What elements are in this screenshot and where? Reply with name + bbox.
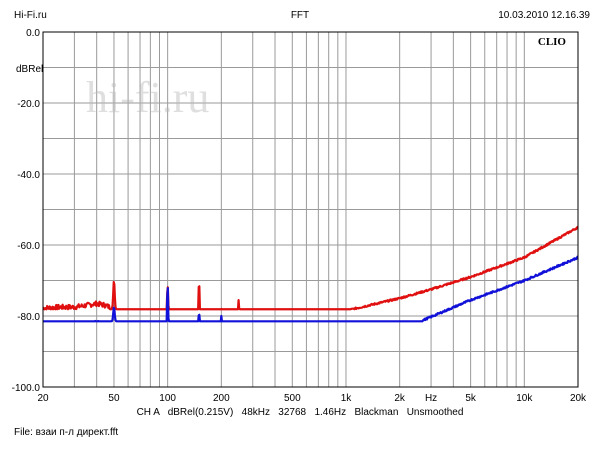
watermark-text: hi-fi.ru xyxy=(86,73,209,122)
x-tick-label: 100 xyxy=(159,393,176,404)
y-tick-label: -60.0 xyxy=(17,241,40,252)
x-tick-label: 10k xyxy=(516,393,533,404)
plot-frame xyxy=(42,31,579,388)
y-axis-label: dBRel xyxy=(16,64,43,75)
y-tick-label: -100.0 xyxy=(12,383,41,394)
chart-title: FFT xyxy=(290,10,310,21)
app-name: Hi-Fi.ru xyxy=(14,10,47,21)
series-layer xyxy=(42,225,579,323)
x-tick-label: 1k xyxy=(341,393,353,404)
series-line-2 xyxy=(42,255,579,323)
x-tick-label: 5k xyxy=(465,393,477,404)
clio-brand: CLIO xyxy=(538,36,567,48)
y-tick-labels: 0.0 -20.0 -40.0 -60.0 -80.0 -100.0 xyxy=(12,28,41,394)
x-tick-label: 500 xyxy=(284,393,301,404)
grid xyxy=(43,32,578,387)
watermark: hi-fi.ru xyxy=(86,73,209,122)
y-tick-label: 0.0 xyxy=(26,28,40,39)
x-axis-unit-label: Hz xyxy=(425,393,437,404)
series-line-1 xyxy=(42,225,579,311)
y-tick-label: -80.0 xyxy=(17,312,40,323)
measurement-settings: CH A dBRel(0.215V) 48kHz 32768 1.46Hz Bl… xyxy=(136,407,464,418)
x-tick-label: 200 xyxy=(213,393,230,404)
y-tick-label: -20.0 xyxy=(17,99,40,110)
x-tick-label: 20k xyxy=(570,393,587,404)
file-name: File: взаи п-л директ.fft xyxy=(14,427,119,438)
timestamp: 10.03.2010 12.16.39 xyxy=(498,10,590,21)
x-tick-labels: 20 50 100 200 500 1k 2k 5k 10k 20k Hz xyxy=(37,393,587,404)
x-tick-label: 2k xyxy=(394,393,406,404)
x-tick-label: 50 xyxy=(108,393,120,404)
x-tick-label: 20 xyxy=(37,393,49,404)
y-tick-label: -40.0 xyxy=(17,170,40,181)
